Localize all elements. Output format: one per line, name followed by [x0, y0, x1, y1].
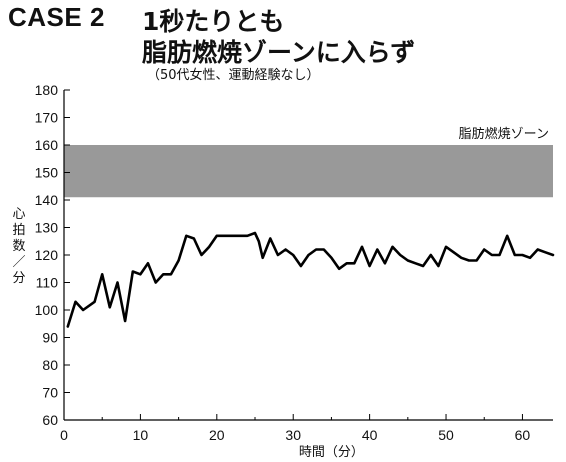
y-tick-label: 180 [35, 82, 59, 98]
x-tick-label: 30 [285, 427, 301, 443]
y-tick-label: 150 [35, 165, 59, 181]
y-tick-label: 90 [42, 330, 58, 346]
chart-title-line-2: 脂肪燃焼ゾーンに入らず [142, 38, 416, 67]
y-tick-label: 110 [36, 275, 59, 291]
chart-subtitle: （50代女性、運動経験なし） [147, 68, 320, 83]
fat-burning-zone-band [64, 145, 553, 198]
y-tick-label: 160 [35, 137, 59, 153]
y-axis-label-char: 数 [12, 239, 25, 254]
x-tick-label: 10 [133, 427, 149, 443]
x-tick-label: 0 [60, 427, 68, 443]
heart-rate-line [66, 231, 555, 328]
y-tick-label: 140 [35, 192, 59, 208]
y-tick-label: 70 [42, 385, 58, 401]
y-tick-label: 100 [35, 302, 59, 318]
y-tick-label: 80 [42, 357, 58, 373]
y-tick-label: 170 [35, 110, 59, 126]
x-tick-label: 40 [362, 427, 378, 443]
x-tick-label: 50 [438, 427, 454, 443]
y-axis-label-char: ／ [12, 255, 25, 270]
x-axis-label: 時間（分） [299, 445, 364, 460]
chart-title-line-1: 1秒たりとも [142, 7, 285, 36]
x-tick-label: 60 [515, 427, 531, 443]
y-axis-label-char: 拍 [12, 223, 25, 238]
y-tick-label: 130 [35, 220, 59, 236]
x-tick-label: 20 [209, 427, 225, 443]
y-tick-label: 120 [35, 247, 59, 263]
y-axis-label-char: 心 [12, 207, 25, 222]
y-axis-label-char: 分 [12, 271, 25, 286]
zone-band-label: 脂肪燃焼ゾーン [459, 126, 549, 142]
y-tick-label: 60 [42, 412, 58, 428]
case-label: CASE 2 [8, 2, 105, 32]
